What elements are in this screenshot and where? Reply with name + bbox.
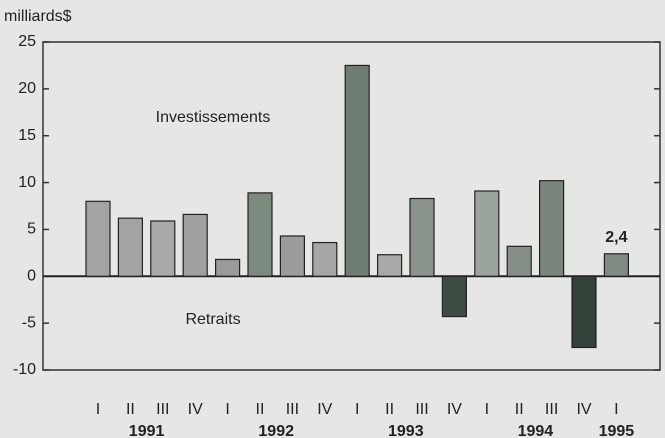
x-group-label: 1994 xyxy=(518,423,554,438)
y-tick-label: 5 xyxy=(27,221,36,238)
y-axis-label: milliards$ xyxy=(4,8,72,25)
x-tick-label: I xyxy=(355,401,359,418)
y-tick-label: -5 xyxy=(22,314,36,331)
x-tick-label: I xyxy=(96,401,100,418)
annotation: Investissements xyxy=(156,109,271,126)
y-tick-label: -10 xyxy=(13,361,36,378)
x-tick-label: III xyxy=(545,401,558,418)
bar xyxy=(247,192,273,277)
plot-frame xyxy=(42,41,661,371)
y-tick-label: 10 xyxy=(18,174,36,191)
bar xyxy=(377,254,403,277)
bar xyxy=(441,275,467,318)
bar xyxy=(603,253,630,277)
annotation: Retraits xyxy=(185,311,240,328)
x-tick-label: I xyxy=(225,401,229,418)
x-tick-label: I xyxy=(485,401,489,418)
bar xyxy=(312,241,338,277)
x-group-label: 1995 xyxy=(599,423,635,438)
x-tick-label: III xyxy=(156,401,169,418)
bar xyxy=(506,245,532,277)
bar xyxy=(150,220,176,277)
x-tick-label: IV xyxy=(576,401,591,418)
x-group-label: 1992 xyxy=(258,423,294,438)
x-group-label: 1991 xyxy=(129,423,165,438)
bar xyxy=(85,200,111,277)
bar xyxy=(571,275,597,349)
x-group-label: 1993 xyxy=(388,423,424,438)
x-tick-label: I xyxy=(614,401,618,418)
value-label: 2,4 xyxy=(605,229,627,246)
bar xyxy=(409,197,435,277)
x-tick-label: II xyxy=(515,401,524,418)
bar xyxy=(474,190,500,277)
x-tick-label: II xyxy=(385,401,394,418)
y-tick-label: 25 xyxy=(18,33,36,50)
x-tick-label: II xyxy=(256,401,265,418)
y-tick-label: 0 xyxy=(27,268,36,285)
bar xyxy=(279,235,305,277)
x-tick-label: III xyxy=(415,401,428,418)
x-tick-label: III xyxy=(286,401,299,418)
bar xyxy=(117,217,144,277)
y-tick-label: 15 xyxy=(18,127,36,144)
x-tick-label: IV xyxy=(447,401,462,418)
bar xyxy=(215,258,241,277)
bar xyxy=(344,64,370,277)
x-tick-label: IV xyxy=(317,401,332,418)
x-tick-label: IV xyxy=(188,401,203,418)
bar xyxy=(182,213,208,277)
y-tick-label: 20 xyxy=(18,80,36,97)
x-tick-label: II xyxy=(126,401,135,418)
bar xyxy=(538,180,565,277)
